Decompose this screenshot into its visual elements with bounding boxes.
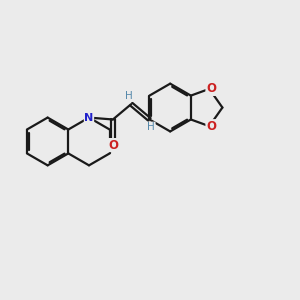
Text: O: O <box>108 139 118 152</box>
Text: H: H <box>125 92 133 101</box>
Text: O: O <box>206 82 216 95</box>
Text: H: H <box>147 122 155 132</box>
Text: N: N <box>84 112 94 123</box>
Text: O: O <box>206 120 216 133</box>
